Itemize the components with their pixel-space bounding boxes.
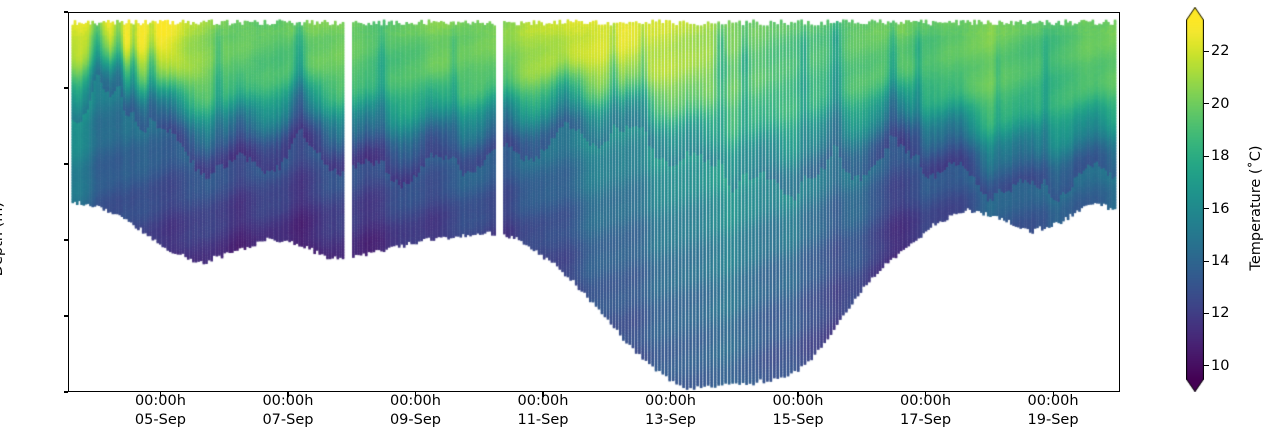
- colorbar: [1186, 7, 1204, 392]
- x-axis-tick-mark: [669, 392, 672, 397]
- colorbar-tick-mark: [1204, 103, 1209, 105]
- x-axis-tick-label: 00:00h 15-Sep: [773, 392, 824, 429]
- y-axis-tick-mark: [63, 87, 68, 89]
- x-tick-time: 00:00h: [517, 393, 569, 409]
- x-axis-tick-mark: [542, 392, 544, 397]
- x-axis-tick-label: 00:00h 09-Sep: [390, 392, 441, 429]
- y-axis-tick-mark: [63, 315, 68, 317]
- x-axis-tick-mark: [287, 392, 289, 397]
- x-axis-tick-label: 00:00h 19-Sep: [1028, 392, 1079, 429]
- x-tick-time: 00:00h: [389, 393, 441, 409]
- x-axis-tick-mark: [797, 392, 799, 397]
- y-axis-tick-mark: [63, 239, 68, 241]
- y-axis-tick-mark: [63, 163, 68, 165]
- colorbar-tick-mark: [1204, 50, 1209, 52]
- colorbar-tick-label: 10: [1211, 357, 1230, 374]
- colorbar-gradient: [1186, 7, 1204, 392]
- x-tick-time: 00:00h: [900, 393, 952, 409]
- x-tick-date: 15-Sep: [772, 411, 824, 428]
- x-tick-date: 11-Sep: [517, 411, 569, 428]
- x-tick-date: 05-Sep: [134, 411, 186, 428]
- x-axis-tick-label: 00:00h 11-Sep: [517, 392, 568, 429]
- x-axis-tick-mark: [1052, 392, 1054, 397]
- x-axis-tick-mark: [159, 392, 161, 397]
- colorbar-tick-label: 16: [1211, 200, 1230, 217]
- colorbar-tick-mark: [1204, 208, 1209, 210]
- x-tick-date: 13-Sep: [644, 411, 697, 428]
- x-tick-time: 00:00h: [262, 393, 314, 409]
- colorbar-label: Temperature (˚C): [1248, 145, 1264, 270]
- colorbar-tick-mark: [1204, 365, 1209, 367]
- colorbar-tick-mark: [1204, 260, 1209, 262]
- colorbar-tick-mark: [1204, 155, 1209, 157]
- colorbar-tick-label: 18: [1211, 148, 1230, 165]
- colorbar-tick-label: 22: [1211, 43, 1230, 60]
- colorbar-tick-label: 20: [1211, 95, 1230, 112]
- x-tick-time: 00:00h: [772, 393, 824, 409]
- y-axis-tick-mark: [63, 391, 68, 393]
- colorbar-label-text: Temperature (˚C): [1248, 145, 1264, 271]
- x-tick-date: 19-Sep: [1027, 411, 1079, 428]
- x-tick-time: 00:00h: [134, 393, 186, 409]
- temperature-section-canvas: [69, 13, 1119, 391]
- x-axis-tick-mark: [924, 392, 927, 397]
- y-axis-tick-mark: [63, 11, 68, 13]
- x-axis-tick-label: 00:00h 17-Sep: [900, 392, 951, 429]
- x-axis-tick-label: 00:00h 13-Sep: [645, 392, 696, 429]
- y-axis-label-text: Depth (m): [0, 202, 6, 277]
- colorbar-tick-label: 14: [1211, 253, 1230, 270]
- plot-axes: [68, 12, 1120, 392]
- x-tick-time: 00:00h: [1027, 393, 1079, 409]
- colorbar-tick-mark: [1204, 312, 1209, 315]
- y-axis-label: Depth (m): [0, 202, 6, 276]
- x-axis-tick-mark: [414, 392, 417, 397]
- x-tick-time: 00:00h: [645, 393, 696, 409]
- colorbar-tick-label: 12: [1211, 305, 1230, 322]
- x-axis-tick-label: 00:00h 05-Sep: [135, 392, 186, 429]
- x-tick-date: 17-Sep: [900, 411, 952, 428]
- x-tick-date: 07-Sep: [262, 411, 314, 428]
- x-axis-tick-label: 00:00h 07-Sep: [262, 392, 313, 429]
- x-tick-date: 09-Sep: [389, 411, 441, 428]
